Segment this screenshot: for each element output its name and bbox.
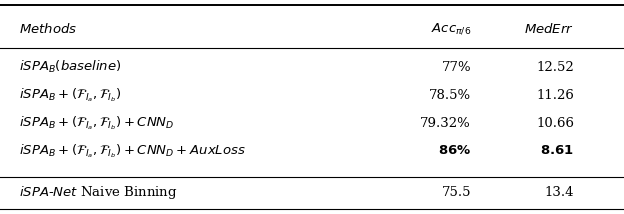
Text: $\mathbf{8.61}$: $\mathbf{8.61}$ [540, 144, 574, 157]
Text: $i\mathit{SPA}_B + (\mathcal{F}_{I_a},\mathcal{F}_{I_b})$: $i\mathit{SPA}_B + (\mathcal{F}_{I_a},\m… [19, 86, 121, 104]
Text: $i\mathit{SPA}_B(\mathit{baseline})$: $i\mathit{SPA}_B(\mathit{baseline})$ [19, 59, 121, 76]
Text: $\mathit{Methods}$: $\mathit{Methods}$ [19, 22, 77, 36]
Text: $i\mathit{SPA}_B + (\mathcal{F}_{I_a},\mathcal{F}_{I_b}) + \mathit{CNN}_D$: $i\mathit{SPA}_B + (\mathcal{F}_{I_a},\m… [19, 114, 174, 132]
Text: $\mathit{MedErr}$: $\mathit{MedErr}$ [524, 22, 574, 36]
Text: 78.5%: 78.5% [429, 89, 471, 102]
Text: $i\mathit{SPA\text{-}Net}$ Naive Binning: $i\mathit{SPA\text{-}Net}$ Naive Binning [19, 184, 177, 201]
Text: 12.52: 12.52 [537, 61, 574, 74]
Text: 13.4: 13.4 [545, 186, 574, 199]
Text: 10.66: 10.66 [536, 117, 574, 129]
Text: 79.32%: 79.32% [421, 117, 471, 129]
Text: 77%: 77% [442, 61, 471, 74]
Text: $\mathbf{86\%}$: $\mathbf{86\%}$ [438, 144, 471, 157]
Text: 75.5: 75.5 [442, 186, 471, 199]
Text: $i\mathit{SPA}_B + (\mathcal{F}_{I_a},\mathcal{F}_{I_b}) + \mathit{CNN}_D + \mat: $i\mathit{SPA}_B + (\mathcal{F}_{I_a},\m… [19, 142, 246, 160]
Text: $\mathit{Acc}_{\pi/6}$: $\mathit{Acc}_{\pi/6}$ [431, 22, 471, 36]
Text: 11.26: 11.26 [536, 89, 574, 102]
